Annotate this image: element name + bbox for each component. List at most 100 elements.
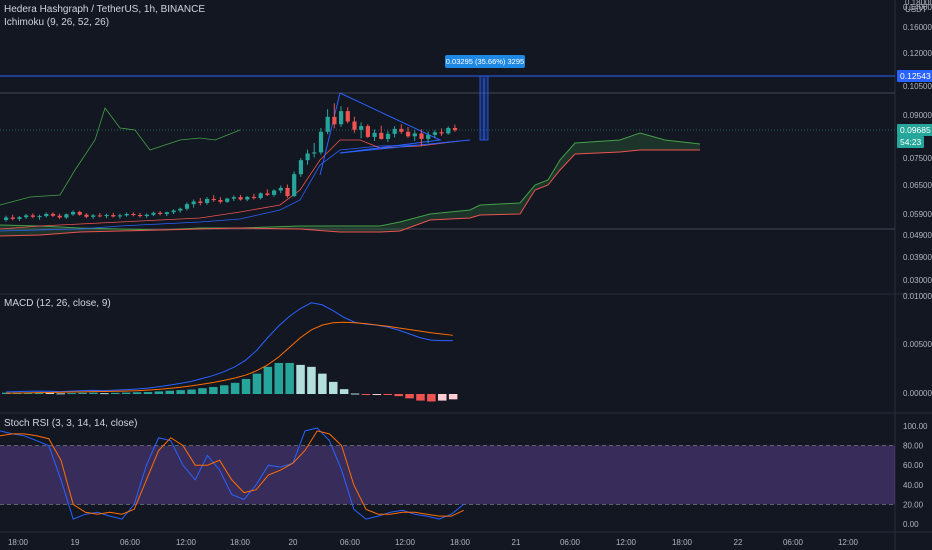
price-axis-label: 0.10500 (903, 82, 932, 91)
macd-histogram-bar (176, 390, 185, 394)
price-axis-label: 0.14000 (903, 3, 932, 12)
stoch-rsi-axis-label: 60.00 (903, 461, 924, 470)
target-price-tag: 0.12543 (897, 70, 932, 82)
macd-histogram-bar (307, 366, 316, 394)
price-axis-currency: USDT (905, 5, 927, 14)
current-price-tag: 0.09685 (897, 124, 932, 136)
candle-body (352, 121, 357, 130)
macd-line (5, 302, 453, 393)
candle-body (278, 187, 283, 191)
macd-histogram-bar (89, 392, 98, 394)
price-axis-label: 0.16000 (903, 23, 932, 32)
macd-histogram-bar (230, 382, 240, 394)
ichimoku-conversion-line (0, 139, 461, 230)
candle-body (238, 197, 243, 200)
time-axis-label: 18:00 (8, 538, 29, 547)
candle-body (452, 127, 458, 131)
macd-histogram-bar (383, 394, 392, 395)
candle-body (91, 215, 96, 217)
stoch-rsi-k-line (0, 427, 464, 520)
candle-body (211, 198, 216, 201)
candle-body (24, 215, 29, 218)
stoch-rsi-legend[interactable]: Stoch RSI (3, 3, 14, 14, close) (4, 418, 138, 429)
stoch-rsi-axis-label: 100.00 (903, 422, 928, 431)
candle-body (251, 196, 257, 199)
candle-body (184, 204, 190, 209)
ichimoku-lagging-span (0, 107, 241, 206)
candle-body (419, 133, 424, 139)
candle-body (345, 111, 350, 122)
time-axis-label: 19 (71, 538, 80, 547)
candle-body (30, 215, 35, 217)
candle-body (332, 116, 337, 125)
candle-body (305, 153, 310, 161)
macd-histogram-bar (121, 392, 131, 394)
macd-histogram-bar (329, 381, 338, 394)
time-axis-label: 06:00 (560, 538, 581, 547)
time-axis-label: 06:00 (340, 538, 361, 547)
time-axis-label: 18:00 (672, 538, 693, 547)
symbol-legend[interactable]: Hedera Hashgraph / TetherUS, 1h, BINANCE (4, 4, 206, 15)
price-axis-label: 0.06500 (903, 181, 932, 190)
candle-body (399, 128, 404, 132)
macd-histogram-bar (361, 394, 371, 395)
stoch-rsi-axis-label: 40.00 (903, 481, 924, 490)
stoch-rsi-d-line (0, 430, 464, 517)
macd-histogram-bar (339, 389, 349, 394)
time-axis-label: 12:00 (616, 538, 637, 547)
ichimoku-base-line (0, 140, 461, 232)
countdown-tag: 54:23 (897, 136, 925, 148)
candle-body (111, 215, 116, 217)
measure-label[interactable]: 0.03295 (35.66%) 3295 (445, 55, 525, 68)
candle-body (218, 200, 223, 202)
time-axis-label: 12:00 (176, 538, 197, 547)
candle-body (131, 214, 136, 216)
price-axis-label: 0.09000 (903, 111, 932, 120)
candle-body (272, 190, 277, 195)
candle-body (138, 215, 143, 217)
macd-legend[interactable]: MACD (12, 26, close, 9) (4, 298, 111, 309)
candle-body (285, 187, 290, 197)
time-axis-label: 06:00 (783, 538, 804, 547)
candle-body (426, 134, 431, 139)
candle-body (57, 215, 62, 218)
time-axis-label: 22 (734, 538, 743, 547)
candle-body (292, 174, 297, 197)
time-axis-label: 18:00 (450, 538, 471, 547)
candle-body (37, 216, 42, 218)
candle-body (124, 214, 129, 216)
candle-body (71, 211, 76, 215)
macd-histogram-bar (143, 392, 153, 394)
candle-body (77, 211, 82, 215)
macd-histogram-bar (350, 393, 360, 395)
macd-histogram-bar (34, 392, 44, 394)
candle-body (412, 133, 417, 137)
macd-histogram-bar (100, 393, 109, 395)
candle-body (231, 197, 236, 199)
candle-body (158, 212, 163, 214)
macd-histogram-bar (45, 392, 55, 394)
macd-histogram-bar (263, 366, 273, 394)
candle-body (198, 201, 203, 203)
candle-body (392, 128, 397, 134)
macd-axis-label: 0.01000 (903, 292, 932, 301)
candle-body (44, 214, 49, 217)
macd-histogram-bar (111, 392, 120, 394)
candle-body (191, 201, 196, 205)
candle-body (117, 215, 123, 217)
macd-histogram-bar (318, 373, 327, 394)
candle-body (265, 193, 270, 195)
candle-body (446, 127, 451, 134)
macd-histogram-bar (220, 385, 229, 394)
macd-histogram-bar (209, 387, 218, 394)
candle-body (4, 217, 9, 220)
stoch-rsi-axis-label: 20.00 (903, 500, 924, 509)
candle-body (225, 198, 230, 202)
ichimoku-legend[interactable]: Ichimoku (9, 26, 52, 26) (4, 17, 110, 28)
macd-histogram-bar (448, 394, 458, 400)
candle-body (50, 214, 56, 216)
macd-axis-label: 0.00000 (903, 389, 932, 398)
candle-body (84, 214, 89, 217)
macd-histogram-bar (405, 394, 414, 399)
